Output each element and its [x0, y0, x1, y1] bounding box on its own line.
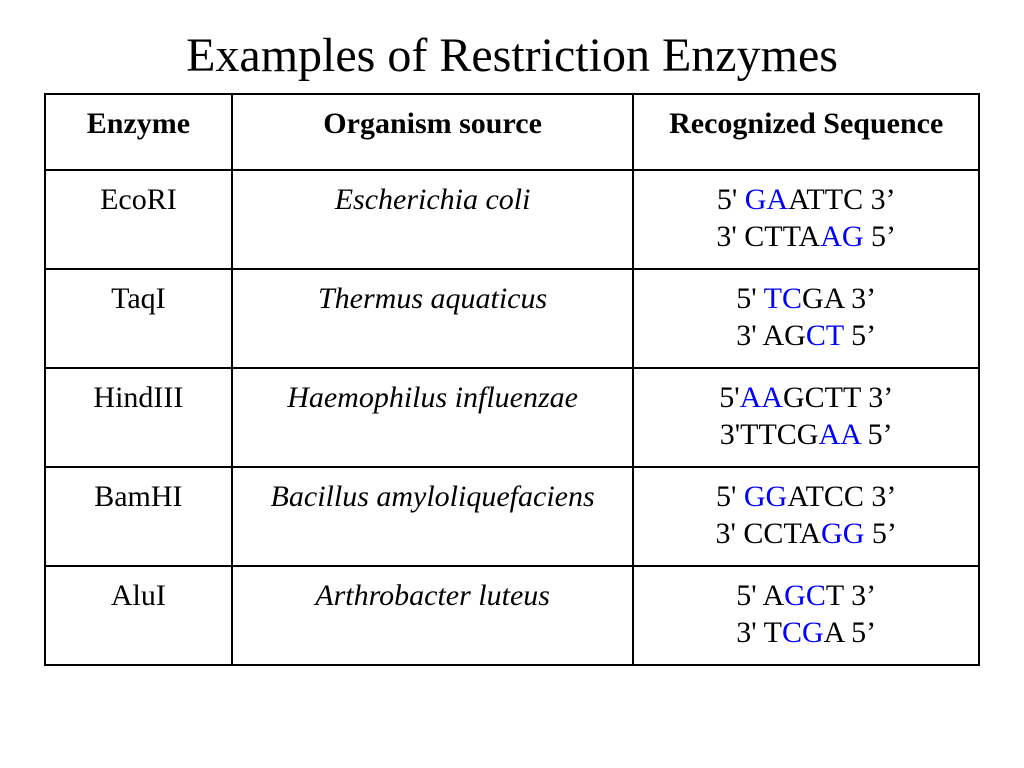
sequence-text: ATCC 3’: [787, 480, 896, 513]
sequence-line: 5' AGCT 3’: [642, 577, 970, 615]
sequence-line: 3' CCTAGG 5’: [642, 515, 970, 553]
sequence-line: 5'AAGCTT 3’: [642, 379, 970, 417]
sequence-highlight: CG: [782, 616, 824, 649]
sequence-highlight: GC: [784, 579, 826, 612]
sequence-line: 5' GAATTC 3’: [642, 181, 970, 219]
col-header-enzyme: Enzyme: [45, 94, 232, 170]
table-body: EcoRIEscherichia coli5' GAATTC 3’3' CTTA…: [45, 170, 979, 665]
cell-sequence: 5' GAATTC 3’3' CTTAAG 5’: [633, 170, 979, 269]
sequence-line: 5' TCGA 3’: [642, 280, 970, 318]
col-header-organism: Organism source: [232, 94, 634, 170]
cell-enzyme: EcoRI: [45, 170, 232, 269]
cell-organism: Thermus aquaticus: [232, 269, 634, 368]
sequence-line: 3' TCGA 5’: [642, 614, 970, 652]
table-row: BamHIBacillus amyloliquefaciens5' GGATCC…: [45, 467, 979, 566]
sequence-highlight: GG: [821, 517, 864, 550]
sequence-text: A 5’: [824, 616, 877, 649]
sequence-highlight: AG: [820, 220, 863, 253]
cell-enzyme: HindIII: [45, 368, 232, 467]
sequence-text: 5': [719, 381, 739, 414]
enzyme-table: Enzyme Organism source Recognized Sequen…: [44, 93, 980, 666]
sequence-text: 3' CCTA: [716, 517, 822, 550]
table-header-row: Enzyme Organism source Recognized Sequen…: [45, 94, 979, 170]
sequence-text: GA 3’: [802, 282, 876, 315]
sequence-text: 5': [736, 282, 763, 315]
sequence-text: 5' A: [736, 579, 784, 612]
sequence-text: 5': [717, 183, 745, 216]
cell-sequence: 5'AAGCTT 3’3'TTCGAA 5’: [633, 368, 979, 467]
cell-organism: Arthrobacter luteus: [232, 566, 634, 665]
sequence-highlight: CT: [806, 319, 844, 352]
cell-enzyme: AluI: [45, 566, 232, 665]
page-title: Examples of Restriction Enzymes: [44, 28, 980, 83]
sequence-text: 3' CTTA: [716, 220, 820, 253]
cell-organism: Haemophilus influenzae: [232, 368, 634, 467]
sequence-text: 5’: [864, 220, 897, 253]
cell-sequence: 5' GGATCC 3’3' CCTAGG 5’: [633, 467, 979, 566]
table-row: EcoRIEscherichia coli5' GAATTC 3’3' CTTA…: [45, 170, 979, 269]
sequence-text: 3' AG: [736, 319, 806, 352]
sequence-highlight: TC: [764, 282, 802, 315]
sequence-text: GCTT 3’: [783, 381, 893, 414]
sequence-line: 5' GGATCC 3’: [642, 478, 970, 516]
sequence-text: 3'TTCG: [720, 418, 819, 451]
sequence-text: T 3’: [826, 579, 876, 612]
col-header-sequence: Recognized Sequence: [633, 94, 979, 170]
cell-enzyme: TaqI: [45, 269, 232, 368]
sequence-text: 3' T: [736, 616, 782, 649]
sequence-text: 5’: [844, 319, 877, 352]
table-row: AluIArthrobacter luteus5' AGCT 3’3' TCGA…: [45, 566, 979, 665]
cell-enzyme: BamHI: [45, 467, 232, 566]
sequence-line: 3'TTCGAA 5’: [642, 416, 970, 454]
sequence-text: ATTC 3’: [788, 183, 896, 216]
table-row: HindIIIHaemophilus influenzae5'AAGCTT 3’…: [45, 368, 979, 467]
sequence-text: 5’: [864, 517, 897, 550]
cell-sequence: 5' TCGA 3’3' AGCT 5’: [633, 269, 979, 368]
sequence-text: 5’: [860, 418, 893, 451]
sequence-highlight: GG: [744, 480, 787, 513]
sequence-line: 3' CTTAAG 5’: [642, 218, 970, 256]
sequence-highlight: AA: [818, 418, 860, 451]
sequence-line: 3' AGCT 5’: [642, 317, 970, 355]
cell-organism: Escherichia coli: [232, 170, 634, 269]
sequence-text: 5': [716, 480, 744, 513]
sequence-highlight: GA: [745, 183, 788, 216]
table-row: TaqIThermus aquaticus5' TCGA 3’3' AGCT 5…: [45, 269, 979, 368]
sequence-highlight: AA: [740, 381, 783, 414]
cell-sequence: 5' AGCT 3’3' TCGA 5’: [633, 566, 979, 665]
cell-organism: Bacillus amyloliquefaciens: [232, 467, 634, 566]
